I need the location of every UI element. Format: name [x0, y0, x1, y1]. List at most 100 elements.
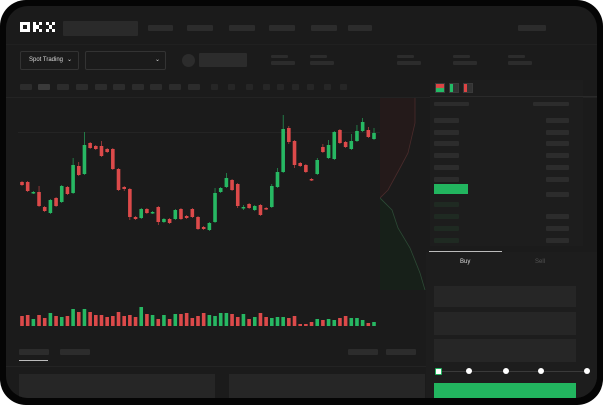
candle[interactable]	[111, 148, 115, 170]
nav-item[interactable]	[518, 25, 546, 31]
interval-button[interactable]	[113, 84, 125, 90]
candle[interactable]	[88, 142, 92, 149]
candle[interactable]	[372, 128, 376, 140]
candle[interactable]	[207, 222, 212, 231]
candle[interactable]	[218, 187, 223, 193]
candle[interactable]	[196, 216, 200, 230]
interval-button[interactable]	[132, 84, 144, 90]
candle[interactable]	[173, 209, 178, 220]
chart-tool-icon[interactable]	[277, 84, 284, 90]
interval-button[interactable]	[150, 84, 162, 90]
candle[interactable]	[76, 162, 81, 176]
amount-slider-handle[interactable]	[435, 368, 442, 375]
candle[interactable]	[355, 125, 359, 142]
candle[interactable]	[37, 186, 41, 207]
candle[interactable]	[224, 173, 229, 188]
candle[interactable]	[338, 129, 342, 144]
nav-item[interactable]	[311, 25, 337, 31]
interval-button[interactable]	[169, 84, 181, 90]
chart-tool-icon[interactable]	[340, 84, 347, 90]
okx-logo[interactable]	[20, 22, 58, 33]
candle[interactable]	[252, 205, 257, 211]
amount-input[interactable]	[434, 312, 576, 335]
candle[interactable]	[54, 197, 58, 207]
candle[interactable]	[99, 141, 104, 157]
candle[interactable]	[42, 206, 47, 212]
candle[interactable]	[167, 218, 172, 224]
candle[interactable]	[360, 118, 365, 132]
candle[interactable]	[213, 188, 217, 223]
candle[interactable]	[298, 162, 302, 167]
candle[interactable]	[139, 208, 144, 219]
candle[interactable]	[287, 126, 291, 144]
candle[interactable]	[105, 148, 109, 153]
candle[interactable]	[321, 144, 325, 153]
book-view-bids-icon[interactable]	[449, 83, 459, 93]
candle[interactable]	[20, 181, 24, 186]
candle[interactable]	[304, 164, 308, 173]
candle[interactable]	[71, 158, 75, 194]
candle[interactable]	[230, 179, 234, 191]
candle[interactable]	[309, 178, 314, 181]
interval-button[interactable]	[20, 84, 32, 90]
nav-item[interactable]	[269, 25, 295, 31]
chart-tool-icon[interactable]	[324, 84, 331, 90]
market-selector[interactable]: Spot Trading ⌄	[20, 51, 79, 70]
candle[interactable]	[315, 158, 320, 175]
slider-stop[interactable]	[466, 368, 472, 374]
candle[interactable]	[122, 186, 126, 191]
slider-stop[interactable]	[584, 368, 590, 374]
candle[interactable]	[48, 199, 53, 214]
candle[interactable]	[235, 183, 240, 208]
chart-tool-icon[interactable]	[228, 84, 235, 90]
candle[interactable]	[281, 115, 285, 173]
nav-item[interactable]	[348, 25, 372, 31]
tab-orders[interactable]	[19, 349, 49, 355]
candlestick-chart[interactable]	[6, 6, 597, 398]
nav-item[interactable]	[229, 25, 255, 31]
chart-tool-icon[interactable]	[307, 84, 314, 90]
interval-button[interactable]	[38, 84, 50, 90]
candle[interactable]	[343, 141, 348, 148]
candle[interactable]	[94, 145, 98, 150]
chart-tool-icon[interactable]	[263, 84, 270, 90]
amount-slider-track[interactable]	[439, 371, 587, 372]
chart-tool-icon[interactable]	[292, 84, 299, 90]
candle[interactable]	[82, 132, 87, 175]
candle[interactable]	[150, 211, 155, 214]
candle[interactable]	[366, 127, 371, 138]
candle[interactable]	[128, 188, 132, 220]
candle[interactable]	[31, 191, 36, 194]
candle[interactable]	[201, 226, 206, 230]
candle[interactable]	[275, 168, 280, 188]
book-view-both-icon[interactable]	[435, 83, 445, 93]
candle[interactable]	[247, 203, 251, 209]
interval-button[interactable]	[57, 84, 69, 90]
tab-history[interactable]	[60, 349, 90, 355]
candle[interactable]	[184, 215, 189, 219]
slider-stop[interactable]	[538, 368, 544, 374]
nav-item[interactable]	[148, 25, 173, 31]
slider-stop[interactable]	[503, 368, 509, 374]
candle[interactable]	[25, 181, 30, 192]
interval-button[interactable]	[95, 84, 107, 90]
buy-button[interactable]	[434, 383, 576, 398]
chart-tool-icon[interactable]	[246, 84, 253, 90]
chart-tool-icon[interactable]	[211, 84, 218, 90]
candle[interactable]	[156, 206, 161, 225]
search-bar[interactable]	[63, 21, 138, 36]
tab-buy[interactable]: Buy	[460, 259, 471, 265]
candle[interactable]	[133, 216, 138, 220]
interval-button[interactable]	[76, 84, 88, 90]
candle[interactable]	[270, 184, 274, 208]
candle[interactable]	[264, 207, 268, 210]
candle[interactable]	[65, 186, 70, 195]
book-view-asks-icon[interactable]	[463, 83, 473, 93]
nav-item[interactable]	[187, 25, 213, 31]
interval-button[interactable]	[188, 84, 200, 90]
candle[interactable]	[116, 168, 121, 191]
candle[interactable]	[258, 204, 263, 216]
tab-sell[interactable]: Sell	[535, 259, 546, 265]
pair-selector[interactable]: ⌄	[85, 51, 166, 70]
candle[interactable]	[59, 185, 64, 203]
